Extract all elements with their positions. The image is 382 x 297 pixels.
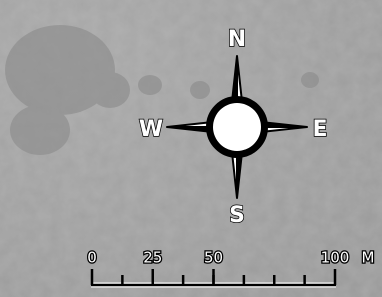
- compass-north: N: [228, 27, 246, 52]
- scale-label: 25: [143, 249, 162, 267]
- scale-label: 0: [87, 249, 97, 267]
- compass-east: E: [312, 117, 327, 142]
- page: {"compass": {"north": "N", "east": "E", …: [0, 0, 382, 297]
- map: N S W E 0 25 50 100 M: [0, 0, 382, 297]
- compass-south: S: [229, 203, 245, 228]
- scale-label: 50: [204, 249, 223, 267]
- compass-west: W: [139, 117, 163, 142]
- scale-label: 100: [321, 249, 350, 267]
- scale-unit: M: [362, 249, 375, 267]
